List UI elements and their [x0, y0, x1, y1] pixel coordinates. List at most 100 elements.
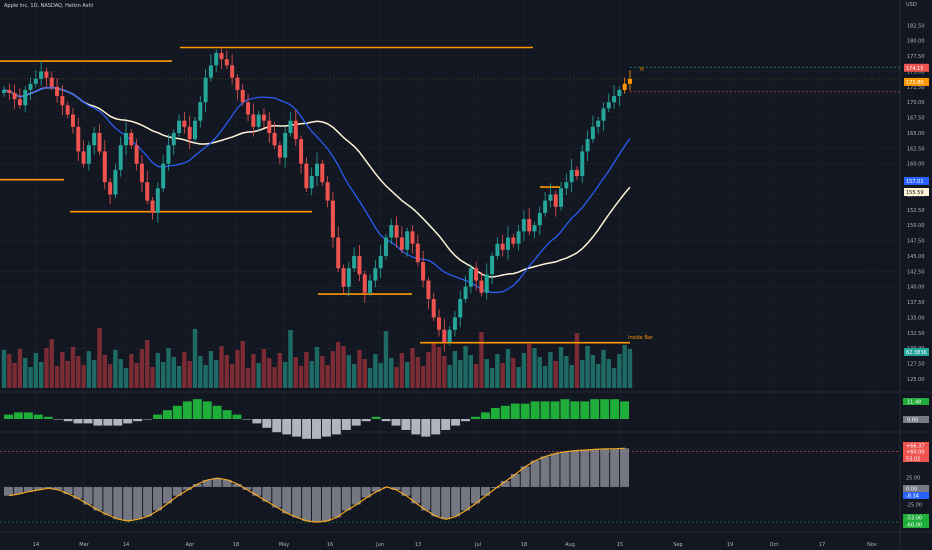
volume-bar	[65, 361, 70, 388]
candle-body	[182, 120, 187, 127]
price-axis[interactable]: 182.50 180.00 177.50 175.00 172.50 170.00 167.…	[907, 23, 925, 383]
osc1-bar	[192, 399, 202, 419]
candle-body	[203, 77, 208, 103]
candle-body	[383, 237, 388, 256]
osc2-bar	[451, 486, 461, 517]
candle-body	[415, 243, 420, 263]
time-tick-label: 18	[521, 542, 527, 548]
candle-body	[118, 145, 123, 170]
candle-body	[320, 163, 325, 183]
volume-bar	[537, 357, 543, 388]
osc2-bar	[312, 486, 321, 523]
candle-body	[113, 169, 118, 195]
candle-body	[219, 53, 224, 60]
volume-bar	[145, 340, 150, 388]
time-axis[interactable]: 14 Mar 14 Apr 18 May 16 Jun 13 Jul 18 Aug 15 Sep 19 Oct…	[33, 542, 877, 548]
volume-bar	[60, 352, 65, 388]
candle-body	[214, 53, 219, 66]
volume-bar	[187, 361, 192, 388]
osc2-bar	[520, 466, 530, 487]
osc2-bar	[560, 451, 570, 487]
volume-bar	[134, 363, 139, 388]
price-tick-label: 160.00	[907, 162, 925, 168]
volume-bar	[606, 359, 611, 388]
volume-bar	[298, 366, 304, 388]
volume-bar	[548, 352, 553, 388]
candle-body	[410, 231, 415, 244]
volume-bar	[309, 361, 314, 388]
osc1-value-label: 0.00	[907, 418, 918, 424]
candle-body	[399, 237, 404, 250]
volume-bar	[293, 357, 298, 388]
horizontal-levels: Inside Bar IB	[0, 46, 900, 344]
volume-bar	[436, 347, 442, 388]
candle-body	[484, 274, 489, 293]
candle-body	[161, 163, 166, 189]
price-tick-label: 182.50	[907, 23, 925, 29]
osc1-bar	[133, 419, 143, 422]
volume-bar	[240, 341, 245, 388]
volume-bar	[23, 358, 28, 388]
volume-bar	[91, 360, 97, 388]
volume-bar	[558, 347, 564, 388]
candle-body	[336, 237, 341, 269]
price-tick-label: 125.00	[907, 377, 925, 383]
candle-body	[553, 194, 558, 207]
osc1-bar	[371, 416, 381, 419]
volume-bar	[12, 363, 17, 388]
osc2-bar	[133, 486, 143, 520]
osc1-bar	[540, 401, 550, 419]
candle-body	[362, 274, 367, 293]
price-tick-label: 150.00	[907, 223, 925, 229]
candle-body	[277, 145, 282, 158]
osc2-bar	[73, 486, 83, 499]
candle-body	[452, 317, 457, 330]
volume-bar	[564, 356, 569, 388]
osc2-bar	[540, 456, 550, 487]
candle-body	[166, 145, 171, 164]
candle-body	[224, 59, 229, 66]
volume-bar	[574, 333, 580, 388]
candle-body	[479, 280, 484, 293]
osc2-bar	[272, 486, 282, 508]
volume-bar	[155, 353, 161, 388]
volume-bar	[357, 350, 362, 388]
volume-bar	[118, 359, 123, 388]
fast-moving-average-line	[3, 86, 631, 294]
osc2-bar	[172, 486, 182, 496]
volume-bar	[426, 352, 431, 388]
osc1-bar	[550, 401, 560, 419]
volume-bar	[336, 342, 341, 388]
osc1-bar	[510, 403, 520, 419]
volume-bar	[622, 345, 627, 388]
volume-bar	[468, 355, 474, 388]
osc2-bar	[550, 453, 560, 487]
osc2-bar	[143, 486, 153, 517]
volume-bar	[410, 348, 415, 388]
candle-body	[500, 243, 505, 250]
time-tick-label: Oct	[770, 542, 779, 548]
volume-bar	[580, 360, 585, 388]
candle-body	[235, 77, 240, 90]
volume-bar	[160, 362, 166, 388]
osc2-bar	[282, 486, 292, 514]
price-tick-label: 145.00	[907, 254, 925, 260]
candle-body	[447, 329, 452, 343]
time-tick-label: Jun	[375, 542, 384, 548]
volume-bar	[458, 360, 463, 388]
candle-body	[192, 120, 197, 140]
candle-body	[86, 145, 91, 164]
volume-bar	[595, 364, 601, 388]
osc2-bar	[63, 486, 73, 494]
volume-bar	[330, 351, 336, 388]
volume-bar	[192, 329, 198, 388]
volume-bar	[627, 349, 633, 388]
volume-bar	[404, 362, 410, 388]
volume-bar	[611, 368, 617, 388]
volume-bar	[81, 365, 86, 388]
candle-body	[352, 255, 357, 269]
candle-body	[368, 280, 373, 293]
osc2-value-label: +60.00	[906, 450, 925, 456]
candle-body	[70, 114, 75, 127]
